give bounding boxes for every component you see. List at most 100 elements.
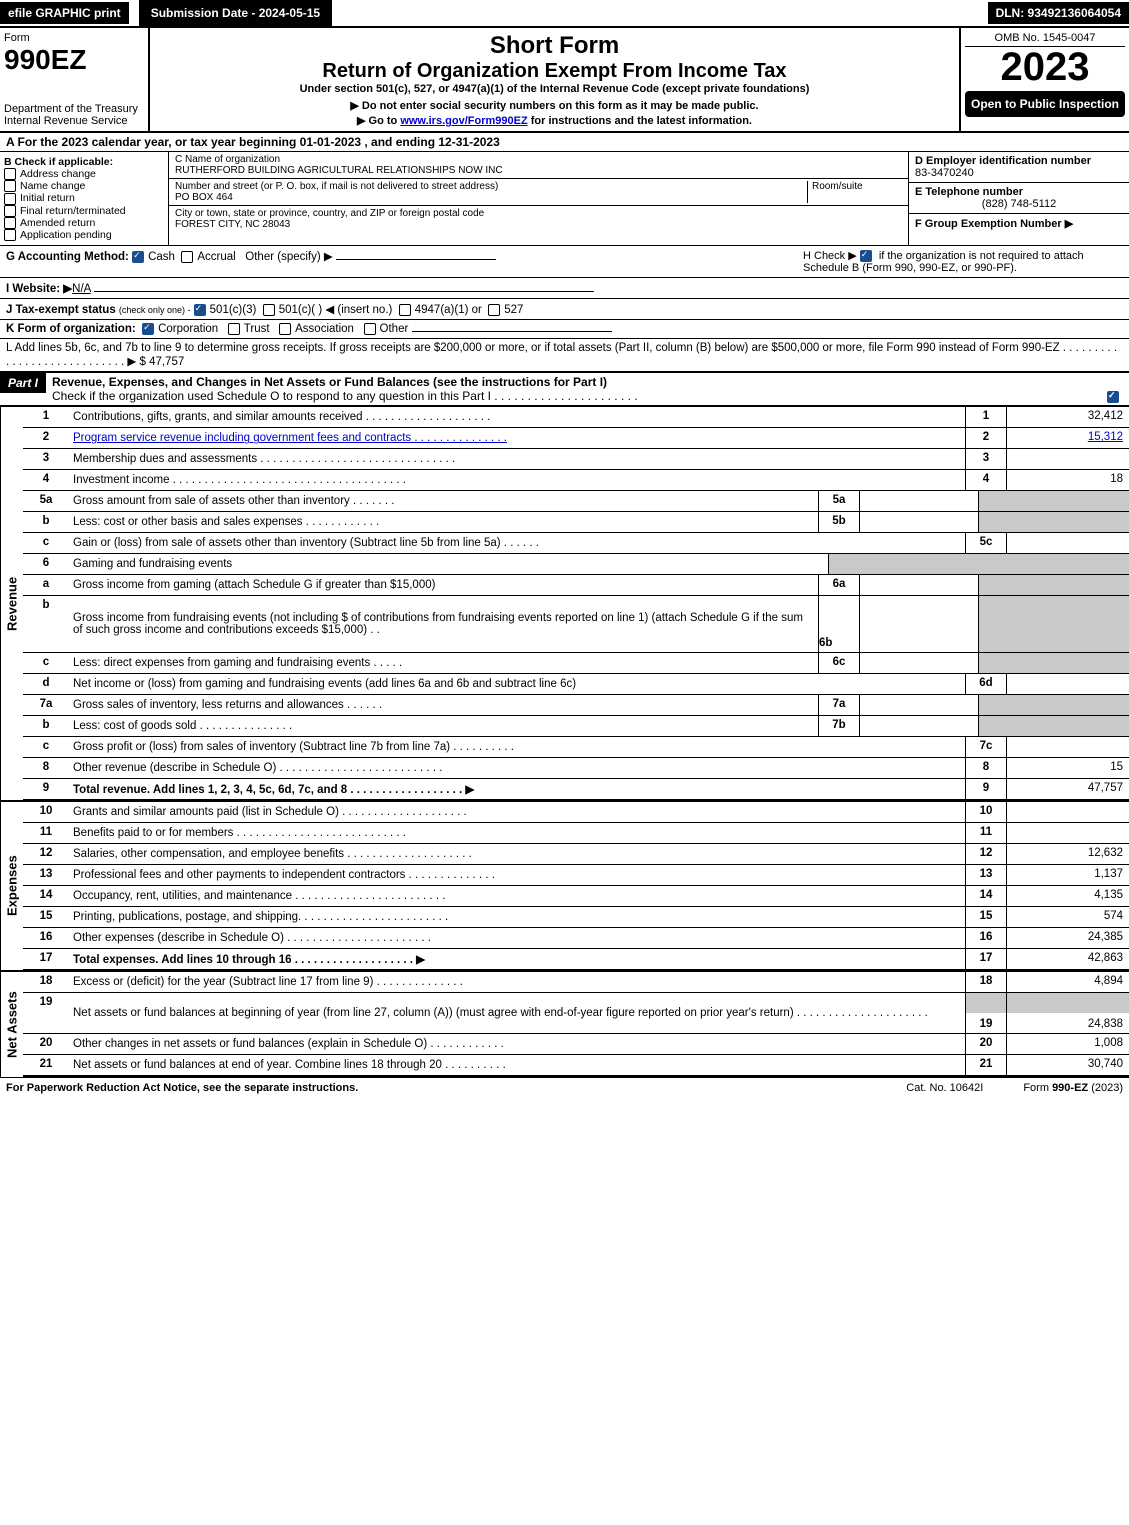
col-b-check-applicable: B Check if applicable: Address change Na…	[0, 152, 169, 245]
col-c-org-info: C Name of organization RUTHERFORD BUILDI…	[169, 152, 909, 245]
line-1: 1Contributions, gifts, grants, and simil…	[23, 407, 1129, 428]
check-name-change[interactable]: Name change	[4, 180, 164, 192]
open-to-public-box: Open to Public Inspection	[965, 91, 1125, 117]
check-address-change[interactable]: Address change	[4, 168, 164, 180]
section-bcdef: B Check if applicable: Address change Na…	[0, 152, 1129, 246]
line-6a: aGross income from gaming (attach Schedu…	[23, 575, 1129, 596]
line-3: 3Membership dues and assessments . . . .…	[23, 449, 1129, 470]
col-b-title: B Check if applicable:	[4, 156, 164, 168]
footer-cat-no: Cat. No. 10642I	[866, 1082, 1023, 1094]
row-k-form-org: K Form of organization: Corporation Trus…	[0, 320, 1129, 339]
submission-date-box: Submission Date - 2024-05-15	[139, 0, 332, 26]
footer-paperwork-notice: For Paperwork Reduction Act Notice, see …	[6, 1082, 866, 1094]
part-i-title: Revenue, Expenses, and Changes in Net As…	[46, 373, 1129, 405]
line-10: 10Grants and similar amounts paid (list …	[23, 802, 1129, 823]
e-phone: E Telephone number (828) 748-5112	[909, 183, 1129, 214]
g-label: G Accounting Method:	[6, 251, 129, 263]
check-initial-return[interactable]: Initial return	[4, 192, 164, 204]
c-name-block: C Name of organization RUTHERFORD BUILDI…	[169, 152, 908, 179]
line-5b: bLess: cost or other basis and sales exp…	[23, 512, 1129, 533]
tax-year: 2023	[965, 47, 1125, 87]
form-header: Form 990EZ Department of the Treasury In…	[0, 28, 1129, 133]
line-9: 9Total revenue. Add lines 1, 2, 3, 4, 5c…	[23, 779, 1129, 800]
dln-label: DLN: 93492136064054	[988, 2, 1129, 24]
form-word: Form	[4, 32, 144, 44]
c-city-block: City or town, state or province, country…	[169, 206, 908, 232]
title-short-form: Short Form	[158, 32, 951, 60]
form-number: 990EZ	[4, 44, 144, 76]
top-bar: efile GRAPHIC print Submission Date - 20…	[0, 0, 1129, 28]
line-17: 17Total expenses. Add lines 10 through 1…	[23, 949, 1129, 970]
check-501c[interactable]	[263, 304, 275, 316]
line-6c: cLess: direct expenses from gaming and f…	[23, 653, 1129, 674]
revenue-section: Revenue 1Contributions, gifts, grants, a…	[0, 406, 1129, 800]
note-goto: ▶ Go to www.irs.gov/Form990EZ for instru…	[158, 114, 951, 127]
expenses-section: Expenses 10Grants and similar amounts pa…	[0, 800, 1129, 970]
line-6d: dNet income or (loss) from gaming and fu…	[23, 674, 1129, 695]
netassets-section: Net Assets 18Excess or (deficit) for the…	[0, 970, 1129, 1077]
room-suite-label: Room/suite	[807, 181, 902, 203]
line-19: 19Net assets or fund balances at beginni…	[23, 993, 1129, 1034]
part-i-header-row: Part I Revenue, Expenses, and Changes in…	[0, 372, 1129, 406]
check-association[interactable]	[279, 323, 291, 335]
f-group-exemption: F Group Exemption Number ▶	[909, 214, 1129, 233]
website-value: N/A	[72, 283, 91, 295]
check-trust[interactable]	[228, 323, 240, 335]
check-527[interactable]	[488, 304, 500, 316]
title-subtext: Under section 501(c), 527, or 4947(a)(1)…	[158, 83, 951, 95]
check-corporation[interactable]	[142, 323, 154, 335]
check-4947[interactable]	[399, 304, 411, 316]
line-8: 8Other revenue (describe in Schedule O) …	[23, 758, 1129, 779]
irs-link[interactable]: www.irs.gov/Form990EZ	[400, 115, 527, 127]
header-left: Form 990EZ Department of the Treasury In…	[0, 28, 150, 131]
header-center: Short Form Return of Organization Exempt…	[150, 28, 959, 131]
line-18: 18Excess or (deficit) for the year (Subt…	[23, 972, 1129, 993]
line-21: 21Net assets or fund balances at end of …	[23, 1055, 1129, 1077]
col-def: D Employer identification number 83-3470…	[909, 152, 1129, 245]
line-11: 11Benefits paid to or for members . . . …	[23, 823, 1129, 844]
check-cash[interactable]	[132, 251, 144, 263]
line-7b: bLess: cost of goods sold . . . . . . . …	[23, 716, 1129, 737]
line-7c: cGross profit or (loss) from sales of in…	[23, 737, 1129, 758]
revenue-side-label: Revenue	[0, 407, 23, 800]
part-i-label: Part I	[0, 373, 46, 393]
check-schedule-o[interactable]	[1107, 391, 1119, 403]
efile-print-label[interactable]: efile GRAPHIC print	[0, 2, 129, 24]
check-accrual[interactable]	[181, 251, 193, 263]
phone-value: (828) 748-5112	[915, 198, 1123, 210]
netassets-side-label: Net Assets	[0, 972, 23, 1077]
line-5a: 5aGross amount from sale of assets other…	[23, 491, 1129, 512]
org-city: FOREST CITY, NC 28043	[175, 219, 290, 230]
h-check-schedule-b: H Check ▶ if the organization is not req…	[803, 249, 1123, 274]
row-gh: G Accounting Method: Cash Accrual Other …	[0, 246, 1129, 278]
gross-receipts-value: 47,757	[149, 356, 184, 368]
title-return: Return of Organization Exempt From Incom…	[158, 60, 951, 83]
c-street-block: Number and street (or P. O. box, if mail…	[169, 179, 908, 206]
row-i-website: I Website: ▶N/A	[0, 278, 1129, 299]
line-5c: cGain or (loss) from sale of assets othe…	[23, 533, 1129, 554]
org-street: PO BOX 464	[175, 192, 233, 203]
check-application-pending[interactable]: Application pending	[4, 229, 164, 241]
header-right: OMB No. 1545-0047 2023 Open to Public In…	[959, 28, 1129, 131]
check-other-org[interactable]	[364, 323, 376, 335]
check-501c3[interactable]	[194, 304, 206, 316]
dept-label: Department of the Treasury Internal Reve…	[4, 103, 144, 127]
line-1-value: 32,412	[1006, 407, 1129, 427]
row-j-tax-exempt: J Tax-exempt status (check only one) - 5…	[0, 299, 1129, 320]
line-4: 4Investment income . . . . . . . . . . .…	[23, 470, 1129, 491]
org-name: RUTHERFORD BUILDING AGRICULTURAL RELATIO…	[175, 165, 503, 176]
line-6: 6Gaming and fundraising events	[23, 554, 1129, 575]
line-6b: bGross income from fundraising events (n…	[23, 596, 1129, 653]
line-14: 14Occupancy, rent, utilities, and mainte…	[23, 886, 1129, 907]
line-2-value: 15,312	[1006, 428, 1129, 448]
check-final-return[interactable]: Final return/terminated	[4, 205, 164, 217]
row-l-gross-receipts: L Add lines 5b, 6c, and 7b to line 9 to …	[0, 339, 1129, 372]
line-16: 16Other expenses (describe in Schedule O…	[23, 928, 1129, 949]
line-13: 13Professional fees and other payments t…	[23, 865, 1129, 886]
check-h[interactable]	[860, 250, 872, 262]
check-amended-return[interactable]: Amended return	[4, 217, 164, 229]
line-2: 2Program service revenue including gover…	[23, 428, 1129, 449]
line-12: 12Salaries, other compensation, and empl…	[23, 844, 1129, 865]
ein-value: 83-3470240	[915, 167, 974, 179]
line-2-link[interactable]: Program service revenue including govern…	[73, 432, 507, 444]
